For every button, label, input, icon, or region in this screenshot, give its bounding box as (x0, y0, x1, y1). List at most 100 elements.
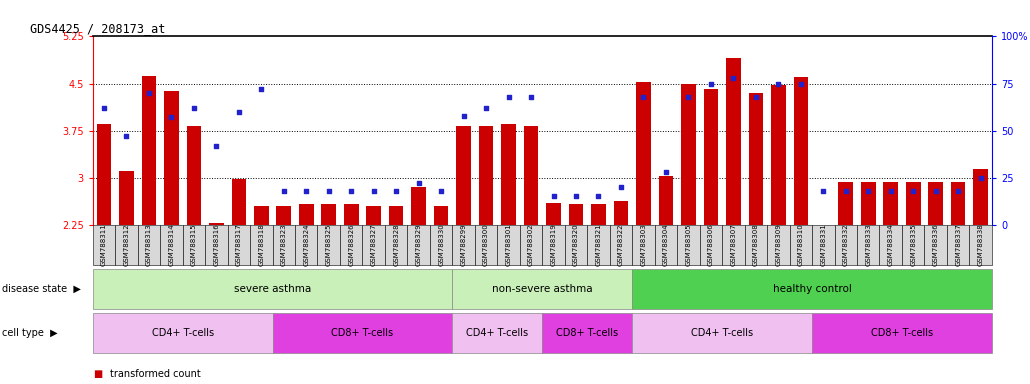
Bar (276, 206, 291, 225)
Text: GSM788336: GSM788336 (933, 223, 938, 266)
Bar (637, 82, 651, 225)
Point (141, 90, 158, 96)
Text: GSM788303: GSM788303 (641, 223, 647, 266)
Point (950, 188, 966, 194)
Bar (726, 58, 741, 225)
Bar (523, 126, 539, 225)
Bar (793, 77, 809, 225)
Text: healthy control: healthy control (772, 284, 852, 294)
Text: GSM788331: GSM788331 (820, 223, 826, 266)
Text: GSM788320: GSM788320 (573, 223, 579, 266)
Text: GSM788311: GSM788311 (101, 223, 107, 266)
Text: GSM788333: GSM788333 (865, 223, 871, 266)
Text: CD8+ T-cells: CD8+ T-cells (871, 328, 933, 338)
Text: GSM788326: GSM788326 (348, 223, 354, 266)
Bar (434, 206, 448, 225)
Text: GSM788338: GSM788338 (977, 223, 984, 266)
Bar (884, 182, 898, 225)
Text: GSM788329: GSM788329 (416, 223, 421, 266)
Text: GSM788323: GSM788323 (281, 223, 286, 266)
Point (253, 86, 270, 92)
Text: GSM788334: GSM788334 (888, 223, 894, 266)
Point (118, 133, 135, 139)
Bar (681, 84, 695, 225)
Point (523, 94, 540, 100)
Bar (209, 223, 224, 225)
Bar (928, 182, 943, 225)
Bar (703, 89, 718, 225)
Point (792, 81, 809, 87)
Point (298, 188, 314, 194)
Text: CD4+ T-cells: CD4+ T-cells (691, 328, 753, 338)
Text: GSM788310: GSM788310 (798, 223, 803, 266)
Point (815, 188, 831, 194)
Bar (141, 76, 157, 225)
Point (545, 194, 561, 200)
Bar (906, 182, 921, 225)
Text: non-severe asthma: non-severe asthma (492, 284, 592, 294)
Point (208, 142, 225, 149)
Text: GSM788305: GSM788305 (685, 223, 691, 266)
Text: GSM788309: GSM788309 (776, 223, 782, 266)
Text: GSM788335: GSM788335 (911, 223, 917, 266)
Text: disease state  ▶: disease state ▶ (2, 284, 81, 294)
Text: cell type  ▶: cell type ▶ (2, 328, 58, 338)
Point (320, 188, 337, 194)
Bar (321, 204, 336, 225)
Text: severe asthma: severe asthma (234, 284, 311, 294)
Bar (344, 204, 358, 225)
Text: GSM788313: GSM788313 (146, 223, 151, 266)
Bar (164, 91, 178, 225)
Point (185, 105, 202, 111)
Text: GSM788324: GSM788324 (303, 223, 309, 266)
Point (883, 188, 899, 194)
Bar (97, 124, 111, 225)
Bar (254, 206, 269, 225)
Text: GSM788319: GSM788319 (550, 223, 556, 266)
Bar (299, 204, 313, 225)
Text: GSM788316: GSM788316 (213, 223, 219, 266)
Point (433, 188, 449, 194)
Text: GSM788332: GSM788332 (843, 223, 849, 266)
Point (388, 188, 405, 194)
Point (276, 188, 293, 194)
Text: GSM788317: GSM788317 (236, 223, 242, 266)
Text: GSM788330: GSM788330 (438, 223, 444, 266)
Point (658, 169, 675, 175)
Point (410, 180, 426, 186)
Text: GSM788325: GSM788325 (325, 223, 332, 266)
Bar (479, 126, 493, 225)
Point (636, 94, 652, 100)
Text: GSM788300: GSM788300 (483, 223, 489, 266)
Bar (389, 206, 404, 225)
Text: CD4+ T-cells: CD4+ T-cells (467, 328, 528, 338)
Text: GSM788306: GSM788306 (708, 223, 714, 266)
Point (478, 105, 494, 111)
Bar (749, 93, 763, 225)
Point (702, 81, 719, 87)
Bar (838, 182, 853, 225)
Point (163, 114, 179, 121)
Point (590, 194, 607, 200)
Text: GSM788315: GSM788315 (191, 223, 197, 266)
Point (613, 184, 629, 190)
Text: GSM788304: GSM788304 (663, 223, 668, 266)
Point (770, 81, 787, 87)
Point (343, 188, 359, 194)
Bar (861, 182, 875, 225)
Bar (951, 182, 965, 225)
Bar (367, 206, 381, 225)
Bar (411, 187, 426, 225)
Point (748, 94, 764, 100)
Text: ■: ■ (93, 369, 102, 379)
Bar (771, 85, 786, 225)
Point (680, 94, 696, 100)
Text: GSM788301: GSM788301 (506, 223, 512, 266)
Text: GDS4425 / 208173_at: GDS4425 / 208173_at (30, 22, 165, 35)
Text: GSM788314: GSM788314 (168, 223, 174, 266)
Bar (658, 176, 674, 225)
Point (837, 188, 854, 194)
Text: GSM788318: GSM788318 (259, 223, 265, 266)
Text: CD8+ T-cells: CD8+ T-cells (556, 328, 618, 338)
Text: GSM788308: GSM788308 (753, 223, 759, 266)
